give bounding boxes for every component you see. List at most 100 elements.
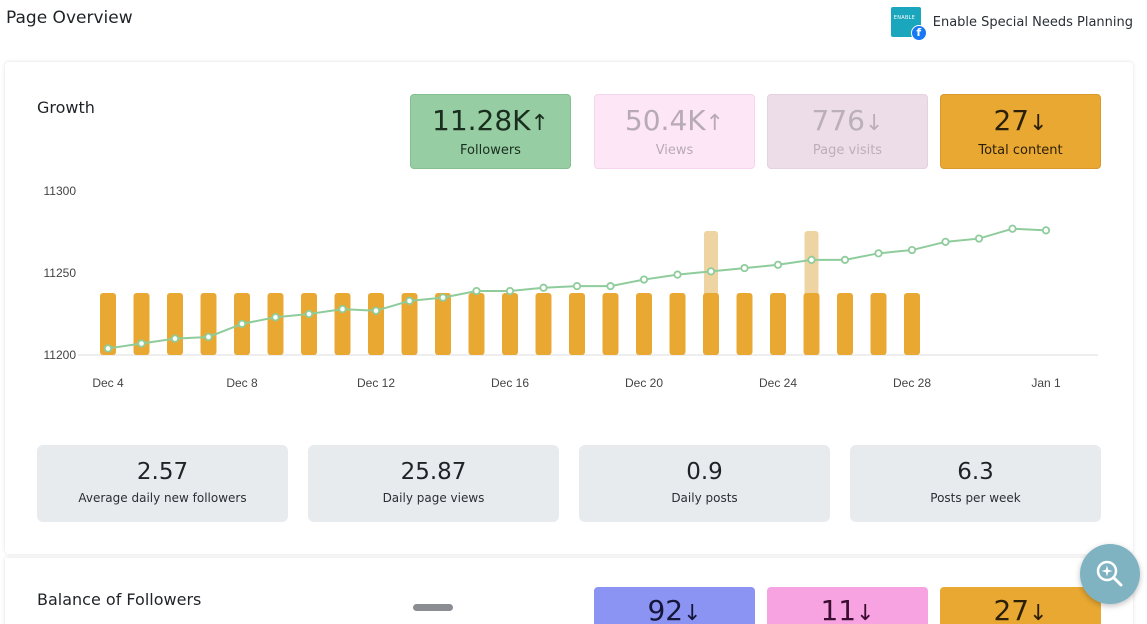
page-avatar: ENABLE f [890,7,927,41]
stat-value: 25.87 [400,459,467,485]
arrow-down-icon: ↓ [856,601,875,624]
x-tick-label: Dec 20 [625,376,663,390]
growth-title: Growth [37,98,95,117]
kpi-label: Page visits [812,143,883,158]
line-point [338,304,347,314]
line-point [941,237,950,246]
arrow-down-icon: ↓ [1029,111,1048,136]
line-point [204,332,213,342]
line-point [505,286,515,296]
bar [334,293,351,355]
bar [870,293,887,355]
avatar-logo-text: ENABLE [893,15,916,21]
top-bar: Page Overview ENABLE f Enable Special Ne… [0,0,1147,56]
arrow-down-icon: ↓ [865,111,884,136]
arrow-up-icon: ↑ [705,111,725,136]
bar [100,293,116,355]
kpi-value: 27 [993,104,1030,137]
bar [133,293,150,355]
stat-value: 2.57 [136,459,189,485]
zoom-button[interactable] [1080,544,1140,604]
kpi-label: Followers [460,143,521,158]
bar [267,293,284,355]
balance-kpi-2[interactable]: 11↓ [767,587,928,624]
line-point [1041,226,1051,235]
line-point [639,275,649,284]
stat-label: Daily posts [671,491,738,505]
stat-posts-per-week: 6.3 Posts per week [850,445,1101,522]
kpi-page-visits[interactable]: 776↓ Page visits [767,94,928,169]
stat-value: 6.3 [957,459,994,485]
line-point [539,283,548,292]
kpi-label: Views [655,143,694,158]
line-point [907,245,917,255]
line-point [874,249,883,258]
bar [669,293,686,355]
y-tick-label: 11250 [44,266,77,280]
facebook-icon: f [910,25,927,41]
x-tick-label: Dec 28 [893,376,931,390]
stat-avg-daily-new-followers: 2.57 Average daily new followers [37,445,288,522]
kpi-value: 50.4K [624,104,706,137]
kpi-value: 11 [820,594,857,624]
x-tick-label: Dec 16 [491,376,529,390]
growth-chart[interactable]: 11200 11250 11300 Dec 4 Dec 8 Dec 12 Dec 16 Dec… [30,175,1110,405]
kpi-value: 27 [993,594,1030,624]
bar [468,293,485,355]
bar [401,293,418,355]
balance-title: Balance of Followers [37,590,202,609]
balance-kpi-3[interactable]: 27↓ [940,587,1101,624]
bar [535,293,552,355]
bar [368,293,384,355]
x-tick-label: Dec 12 [357,376,395,390]
line-point [974,234,984,243]
stat-label: Average daily new followers [78,491,247,505]
kpi-label: Total content [978,143,1063,158]
stat-daily-page-views: 25.87 Daily page views [308,445,559,522]
arrow-down-icon: ↓ [1029,601,1048,624]
bar [803,293,820,355]
balance-kpi-1[interactable]: 92↓ [594,587,755,624]
line-point [170,334,180,343]
kpi-value: 776 [811,104,865,137]
line-point [1008,224,1017,233]
line-point [807,255,816,264]
y-tick-label: 11300 [44,184,77,198]
line-point [606,282,615,291]
account-name: Enable Special Needs Planning [932,14,1133,30]
bar [301,293,317,355]
line-point [371,306,381,315]
kpi-followers[interactable]: 11.28K↑ Followers [410,94,571,169]
kpi-total-content[interactable]: 27↓ Total content [940,94,1101,169]
bar [904,293,920,355]
x-tick-label: Dec 8 [226,376,258,390]
drag-handle[interactable] [413,604,453,611]
bar [602,293,619,355]
kpi-value: 92 [647,594,684,624]
stat-value: 0.9 [686,459,723,485]
bar [502,293,518,355]
line-point [271,313,280,322]
bar [837,293,853,355]
line-point [472,286,481,296]
kpi-views[interactable]: 50.4K↑ Views [594,94,755,169]
stat-label: Posts per week [930,491,1021,505]
line-point [673,270,682,279]
line-point [773,260,783,269]
bar [569,293,585,355]
line-point [137,339,146,348]
bar [703,293,719,355]
account-switcher[interactable]: ENABLE f Enable Special Needs Planning [890,6,1133,41]
arrow-down-icon: ↓ [683,601,702,624]
kpi-value: 11.28K [432,104,531,137]
stat-daily-posts: 0.9 Daily posts [579,445,830,522]
line-point [572,282,582,291]
bar [200,293,217,355]
x-tick-label: Dec 4 [92,376,124,390]
line-point [103,344,113,353]
magnifier-sparkle-icon [1096,560,1123,587]
stat-label: Daily page views [382,491,485,505]
line-point [304,309,314,319]
x-tick-label: Dec 24 [759,376,797,390]
y-tick-label: 11200 [44,348,77,362]
